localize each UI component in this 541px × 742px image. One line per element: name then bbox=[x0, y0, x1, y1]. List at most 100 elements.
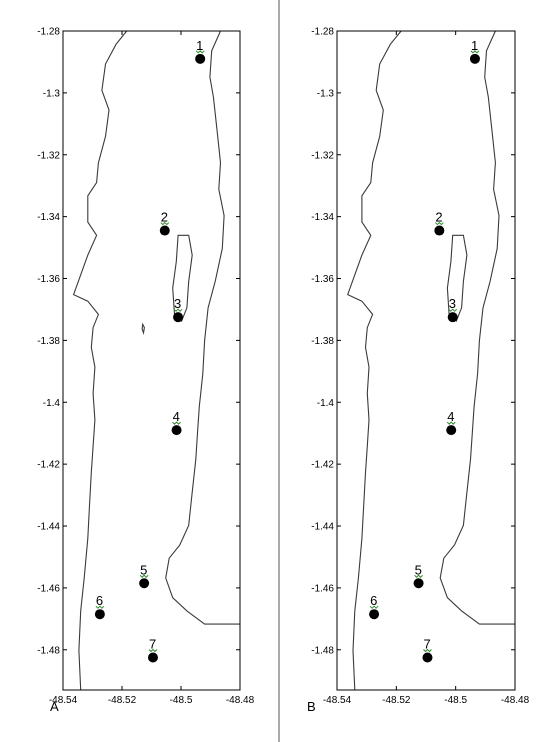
east-coastline bbox=[165, 30, 240, 625]
x-tick-label: -48.52 bbox=[108, 695, 137, 706]
station-marker[interactable] bbox=[147, 652, 158, 663]
station-pointer bbox=[173, 308, 183, 312]
station-pointer bbox=[148, 648, 158, 653]
station-label: 6 bbox=[370, 593, 377, 608]
y-tick-label: -1.3 bbox=[43, 88, 61, 99]
station-2[interactable]: 2 bbox=[434, 210, 445, 236]
y-tick-label: -1.34 bbox=[37, 212, 60, 223]
station-marker[interactable] bbox=[413, 578, 424, 589]
station-4[interactable]: 4 bbox=[171, 409, 182, 436]
station-pointer bbox=[434, 221, 444, 226]
y-tick-label: -1.34 bbox=[311, 212, 334, 223]
plot-frame bbox=[336, 30, 516, 691]
station-marker[interactable] bbox=[139, 578, 150, 589]
x-tick-label: -48.5 bbox=[170, 695, 193, 706]
station-label: 2 bbox=[435, 210, 442, 225]
station-label: 5 bbox=[140, 562, 147, 577]
station-marker[interactable] bbox=[422, 652, 433, 663]
east-coastline bbox=[439, 30, 515, 625]
station-4[interactable]: 4 bbox=[446, 409, 457, 436]
map-panel-b: -1.28 -1.3 -1.32 -1.34 -1.36 -1.38 -1.4 -1.42 -1… bbox=[307, 27, 530, 715]
islet-outline bbox=[141, 322, 145, 335]
y-tick-label: -1.48 bbox=[37, 645, 60, 656]
y-tick-label: -1.4 bbox=[43, 398, 61, 409]
station-pointer bbox=[172, 421, 181, 425]
station-marker[interactable] bbox=[94, 609, 105, 620]
station-label: 2 bbox=[161, 210, 168, 225]
station-5[interactable]: 5 bbox=[413, 562, 424, 589]
y-tick-label: -1.4 bbox=[317, 398, 335, 409]
station-marker[interactable] bbox=[173, 312, 184, 323]
station-label: 7 bbox=[149, 637, 156, 652]
station-marker[interactable] bbox=[434, 225, 445, 236]
x-tick-label: -48.54 bbox=[49, 695, 78, 706]
y-tick-label: -1.32 bbox=[311, 150, 334, 161]
station-label: 4 bbox=[173, 409, 180, 424]
station-label: 6 bbox=[96, 593, 103, 608]
map-panel-a: -1.28 -1.3 -1.32 -1.34 -1.36 -1.38 -1.4 -1.42 -1… bbox=[37, 27, 254, 715]
station-pointer bbox=[195, 50, 205, 54]
station-label: 7 bbox=[423, 637, 430, 652]
station-pointer bbox=[423, 648, 432, 653]
y-tick-label: -1.36 bbox=[37, 274, 60, 285]
station-3[interactable]: 3 bbox=[173, 296, 184, 323]
station-label: 1 bbox=[196, 38, 203, 53]
station-1[interactable]: 1 bbox=[469, 38, 480, 64]
station-6[interactable]: 6 bbox=[94, 593, 105, 620]
station-marker[interactable] bbox=[171, 425, 182, 436]
y-tick-label: -1.46 bbox=[311, 583, 334, 594]
y-tick-label: -1.44 bbox=[37, 522, 60, 533]
station-5[interactable]: 5 bbox=[139, 562, 150, 589]
x-tick-label: -48.48 bbox=[501, 695, 530, 706]
station-label: 1 bbox=[471, 38, 478, 53]
station-pointer bbox=[160, 221, 170, 226]
station-label: 3 bbox=[449, 296, 456, 311]
station-marker[interactable] bbox=[195, 53, 206, 64]
station-marker[interactable] bbox=[447, 312, 458, 323]
y-tick-label: -1.32 bbox=[37, 150, 60, 161]
y-tick-label: -1.42 bbox=[37, 460, 60, 471]
station-7[interactable]: 7 bbox=[147, 637, 158, 663]
station-marker[interactable] bbox=[369, 609, 380, 620]
station-pointer bbox=[414, 574, 423, 578]
station-pointer bbox=[470, 50, 480, 54]
station-1[interactable]: 1 bbox=[195, 38, 206, 64]
west-coastline bbox=[72, 30, 128, 691]
x-tick-label: -48.52 bbox=[382, 695, 411, 706]
island-outline bbox=[446, 234, 468, 322]
station-6[interactable]: 6 bbox=[369, 593, 380, 620]
y-tick-label: -1.28 bbox=[37, 27, 60, 38]
x-tick-label: -48.54 bbox=[323, 695, 352, 706]
x-tick-label: -48.48 bbox=[226, 695, 255, 706]
x-tick-label: -48.5 bbox=[444, 695, 467, 706]
station-marker[interactable] bbox=[446, 425, 457, 436]
station-marker[interactable] bbox=[159, 225, 170, 236]
island-outline bbox=[172, 234, 193, 322]
y-tick-label: -1.48 bbox=[311, 645, 334, 656]
station-7[interactable]: 7 bbox=[422, 637, 433, 663]
station-label: 4 bbox=[447, 409, 454, 424]
station-pointer bbox=[446, 421, 456, 425]
station-2[interactable]: 2 bbox=[159, 210, 170, 236]
station-pointer bbox=[139, 574, 149, 578]
y-tick-label: -1.44 bbox=[311, 522, 334, 533]
plot-frame bbox=[62, 30, 241, 691]
y-tick-label: -1.36 bbox=[311, 274, 334, 285]
y-tick-label: -1.42 bbox=[311, 460, 334, 471]
y-tick-label: -1.28 bbox=[311, 27, 334, 38]
station-pointer bbox=[95, 605, 105, 609]
station-pointer bbox=[369, 605, 379, 609]
station-marker[interactable] bbox=[469, 53, 480, 64]
y-tick-label: -1.46 bbox=[37, 583, 60, 594]
west-coastline bbox=[347, 30, 402, 691]
station-label: 5 bbox=[415, 562, 422, 577]
station-3[interactable]: 3 bbox=[447, 296, 458, 323]
y-tick-label: -1.38 bbox=[37, 336, 60, 347]
panel-letter: A bbox=[50, 699, 59, 714]
station-pointer bbox=[448, 308, 458, 312]
panel-letter: B bbox=[307, 699, 316, 714]
y-tick-label: -1.38 bbox=[311, 336, 334, 347]
station-label: 3 bbox=[174, 296, 181, 311]
y-tick-label: -1.3 bbox=[317, 88, 335, 99]
